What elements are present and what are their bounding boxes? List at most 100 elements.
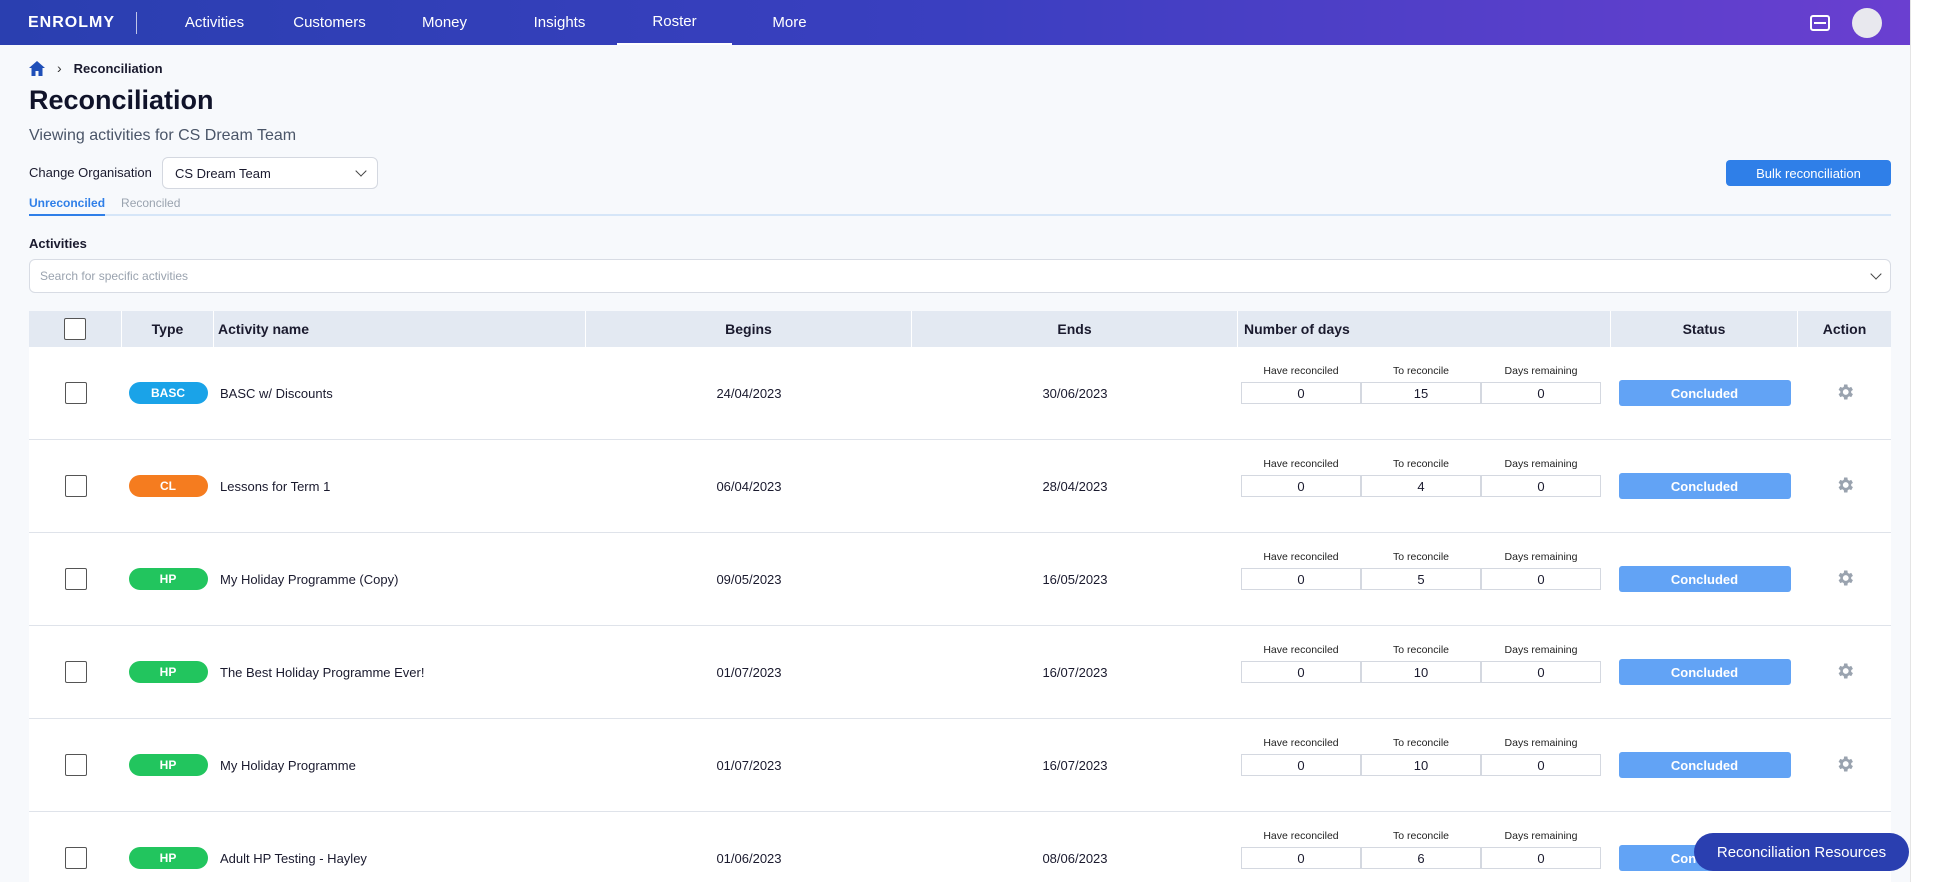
enrolmy-logo[interactable]: ENROLMY: [28, 13, 115, 31]
organisation-select[interactable]: CS Dream Team: [162, 157, 378, 189]
days-labels: Have reconciled To reconcile Days remainin…: [1241, 365, 1601, 377]
chevron-down-icon: [1870, 268, 1882, 280]
row-type-cell: BASC: [122, 347, 214, 439]
logo-divider: [136, 11, 137, 34]
action-cell: [1798, 719, 1891, 811]
activity-search-input[interactable]: Search for specific activities: [29, 259, 1891, 293]
days-remaining-value: 0: [1481, 661, 1601, 683]
page-subtitle: Viewing activities for CS Dream Team: [29, 127, 297, 144]
have-reconciled-value: 0: [1241, 475, 1361, 497]
row-type-cell: HP: [122, 719, 214, 811]
row-checkbox[interactable]: [64, 847, 87, 869]
number-of-days-cell: Have reconciled To reconcile Days remainin…: [1238, 719, 1611, 811]
avatar[interactable]: [1852, 7, 1882, 38]
to-reconcile-value: 4: [1361, 475, 1481, 497]
row-checkbox[interactable]: [64, 661, 87, 683]
row-checkbox[interactable]: [64, 382, 87, 404]
breadcrumb-current: Reconciliation: [73, 60, 163, 76]
number-of-days-cell: Have reconciled To reconcile Days remainin…: [1238, 440, 1611, 532]
row-select-cell: [29, 347, 122, 439]
type-badge: BASC: [128, 382, 208, 404]
activities-label: Activities: [29, 236, 87, 251]
tab-reconciled[interactable]: Reconciled: [121, 196, 181, 210]
to-reconcile-label: To reconcile: [1392, 551, 1450, 563]
have-reconciled-label: Have reconciled: [1263, 737, 1339, 749]
have-reconciled-value: 0: [1241, 661, 1361, 683]
top-navigation: ENROLMY Activities Customers Money Insig…: [0, 0, 1910, 45]
header-status: Status: [1611, 311, 1798, 347]
type-badge: CL: [128, 475, 208, 497]
status-cell: Concluded: [1611, 719, 1798, 811]
to-reconcile-value: 10: [1361, 754, 1481, 776]
have-reconciled-value: 0: [1241, 847, 1361, 869]
status-badge[interactable]: Concluded: [1618, 566, 1791, 592]
to-reconcile-value: 15: [1361, 382, 1481, 404]
ends-date: 28/04/2023: [1042, 478, 1108, 494]
action-cell: [1798, 533, 1891, 625]
chevron-right-icon: ›: [57, 60, 62, 76]
to-reconcile-label: To reconcile: [1392, 644, 1450, 656]
header-begins: Begins: [586, 311, 912, 347]
reconciliation-resources-button[interactable]: Reconciliation Resources: [1694, 833, 1909, 871]
days-labels: Have reconciled To reconcile Days remainin…: [1241, 737, 1601, 749]
action-cell: [1798, 347, 1891, 439]
begins-date: 09/05/2023: [716, 571, 782, 587]
gear-icon[interactable]: [1835, 382, 1855, 405]
row-select-cell: [29, 533, 122, 625]
status-cell: Concluded: [1611, 440, 1798, 532]
tab-unreconciled[interactable]: Unreconciled: [29, 196, 106, 216]
gear-icon[interactable]: [1835, 754, 1855, 777]
to-reconcile-label: To reconcile: [1392, 830, 1450, 842]
days-labels: Have reconciled To reconcile Days remainin…: [1241, 458, 1601, 470]
inbox-icon[interactable]: [1810, 14, 1830, 31]
days-remaining-label: Days remaining: [1504, 830, 1578, 842]
nav-item-customers[interactable]: Customers: [293, 14, 366, 31]
days-remaining-label: Days remaining: [1504, 737, 1578, 749]
gear-icon[interactable]: [1835, 568, 1855, 591]
row-type-cell: HP: [122, 812, 214, 882]
status-badge[interactable]: Concluded: [1618, 752, 1791, 778]
row-checkbox[interactable]: [64, 475, 87, 497]
status-badge[interactable]: Concluded: [1618, 659, 1791, 685]
ends-date: 30/06/2023: [1042, 385, 1108, 401]
gear-icon[interactable]: [1835, 661, 1855, 684]
org-label: Change Organisation: [29, 165, 152, 180]
bulk-reconciliation-button[interactable]: Bulk reconciliation: [1726, 160, 1891, 186]
nav-item-activities[interactable]: Activities: [184, 14, 245, 31]
gear-icon[interactable]: [1835, 475, 1855, 498]
to-reconcile-value: 5: [1361, 568, 1481, 590]
begins-date: 01/06/2023: [716, 850, 782, 866]
days-labels: Have reconciled To reconcile Days remainin…: [1241, 830, 1601, 842]
row-checkbox[interactable]: [64, 754, 87, 776]
days-remaining-label: Days remaining: [1504, 551, 1578, 563]
activity-name: The Best Holiday Programme Ever!: [220, 664, 425, 680]
select-all-checkbox[interactable]: [64, 318, 86, 340]
header-select-all-cell: [29, 311, 122, 347]
row-select-cell: [29, 812, 122, 882]
nav-item-roster[interactable]: Roster: [617, 0, 732, 45]
header-type: Type: [122, 311, 214, 347]
side-panel-edge: [1910, 0, 1940, 882]
search-placeholder: Search for specific activities: [40, 269, 189, 283]
action-cell: [1798, 626, 1891, 718]
row-type-cell: CL: [122, 440, 214, 532]
days-remaining-label: Days remaining: [1504, 365, 1578, 377]
activities-table: Type Activity name Begins Ends Number of…: [29, 311, 1891, 882]
status-badge[interactable]: Concluded: [1618, 473, 1791, 499]
days-values: 0 10 0: [1241, 754, 1601, 776]
have-reconciled-label: Have reconciled: [1263, 365, 1339, 377]
status-badge[interactable]: Concluded: [1618, 380, 1791, 406]
chevron-down-icon: [355, 165, 367, 177]
home-icon[interactable]: [29, 60, 45, 76]
row-checkbox[interactable]: [64, 568, 87, 590]
have-reconciled-label: Have reconciled: [1263, 551, 1339, 563]
nav-item-money[interactable]: Money: [421, 14, 468, 31]
nav-item-more[interactable]: More: [772, 14, 807, 31]
ends-date: 16/07/2023: [1042, 664, 1108, 680]
activity-name: BASC w/ Discounts: [220, 385, 333, 401]
nav-item-insights[interactable]: Insights: [533, 14, 586, 31]
row-select-cell: [29, 626, 122, 718]
have-reconciled-value: 0: [1241, 754, 1361, 776]
